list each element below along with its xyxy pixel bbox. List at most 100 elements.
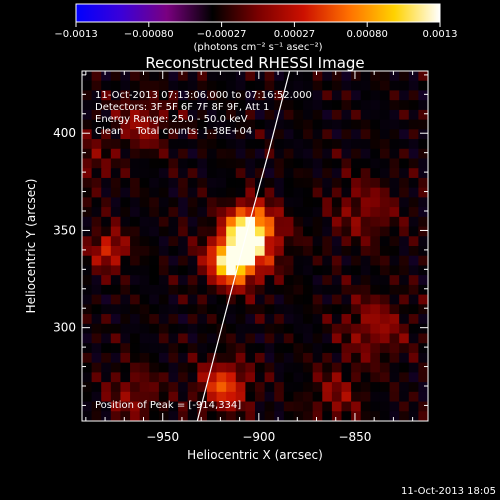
heatmap-cell	[331, 255, 343, 267]
heatmap-cell	[82, 129, 93, 140]
heatmap-cell	[341, 352, 352, 364]
heatmap-cell	[206, 255, 218, 267]
heatmap-cell	[149, 148, 160, 160]
heatmap-cell	[255, 304, 266, 315]
heatmap-cell	[399, 382, 410, 393]
heatmap-cell	[245, 129, 256, 140]
heatmap-cell	[197, 391, 208, 403]
heatmap-cell	[255, 109, 266, 121]
heatmap-cell	[370, 226, 381, 237]
heatmap-cell	[216, 168, 227, 179]
heatmap-cell	[389, 100, 400, 111]
heatmap-cell	[245, 333, 256, 344]
heatmap-cell	[245, 139, 256, 150]
heatmap-cell	[206, 158, 218, 169]
heatmap-cell	[158, 80, 170, 92]
heatmap-cell	[82, 158, 93, 169]
heatmap-cell	[216, 226, 227, 237]
heatmap-cell	[293, 255, 304, 267]
heatmap-cell	[206, 71, 218, 82]
heatmap-cell	[168, 129, 179, 140]
heatmap-cell	[82, 401, 93, 412]
heatmap-cell	[293, 411, 304, 421]
heatmap-cell	[168, 80, 179, 92]
heatmap-cell	[351, 139, 362, 150]
heatmap-cell	[418, 265, 428, 276]
heatmap-cell	[379, 255, 391, 267]
heatmap-cell	[226, 314, 237, 325]
heatmap-cell	[418, 177, 428, 189]
heatmap-cell	[312, 255, 323, 267]
heatmap-cell	[341, 284, 352, 296]
heatmap-cell	[216, 100, 227, 111]
heatmap-cell	[322, 246, 333, 257]
heatmap-cell	[312, 246, 323, 257]
heatmap-cell	[331, 168, 343, 179]
heatmap-cell	[389, 314, 400, 325]
heatmap-cell	[168, 284, 179, 296]
heatmap-cell	[168, 177, 179, 189]
heatmap-cell	[389, 80, 400, 92]
heatmap-cell	[158, 304, 170, 315]
heatmap-cell	[101, 158, 112, 169]
heatmap-cell	[206, 119, 218, 130]
heatmap-cell	[379, 129, 391, 140]
heatmap-cell	[303, 207, 314, 218]
heatmap-cell	[110, 294, 122, 305]
heatmap-cell	[91, 382, 102, 393]
heatmap-cell	[130, 294, 141, 305]
heatmap-cell	[274, 265, 285, 276]
heatmap-cell	[360, 207, 371, 218]
heatmap-cell	[149, 343, 160, 354]
heatmap-cell	[168, 216, 179, 228]
heatmap-cell	[283, 275, 295, 286]
heatmap-cell	[379, 80, 391, 92]
heatmap-cell	[206, 401, 218, 412]
heatmap-cell	[101, 129, 112, 140]
heatmap-cell	[149, 352, 160, 364]
heatmap-cell	[303, 294, 314, 305]
heatmap-cell	[110, 246, 122, 257]
heatmap-cell	[139, 236, 150, 247]
heatmap-cell	[139, 158, 150, 169]
heatmap-cell	[158, 255, 170, 267]
heatmap-cell	[312, 372, 323, 383]
heatmap-cell	[197, 255, 208, 267]
heatmap-cell	[283, 197, 295, 208]
heatmap-cell	[331, 71, 343, 82]
info-detectors: Detectors: 3F 5F 6F 7F 8F 9F, Att 1	[95, 102, 269, 113]
heatmap-cell	[399, 207, 410, 218]
heatmap-cell	[206, 382, 218, 393]
heatmap-cell	[130, 129, 141, 140]
heatmap-cell	[408, 265, 419, 276]
heatmap-cell	[101, 168, 112, 179]
heatmap-cell	[312, 314, 323, 325]
heatmap-cell	[168, 119, 179, 130]
heatmap-cell	[399, 100, 410, 111]
heatmap-cell	[187, 177, 198, 189]
heatmap-cell	[418, 401, 428, 412]
heatmap-cell	[293, 158, 304, 169]
heatmap-cell	[293, 139, 304, 150]
heatmap-cell	[351, 197, 362, 208]
heatmap-cell	[360, 382, 371, 393]
heatmap-cell	[283, 177, 295, 189]
heatmap-cell	[82, 352, 93, 364]
heatmap-cell	[187, 168, 198, 179]
heatmap-cell	[293, 382, 304, 393]
y-tick-label: 400	[53, 126, 76, 140]
x-tick-label: −850	[338, 430, 371, 444]
heatmap-cell	[178, 177, 189, 189]
heatmap-cell	[341, 187, 352, 198]
heatmap-cell	[168, 411, 179, 421]
heatmap-cell	[82, 333, 93, 344]
plot-frame	[81, 70, 429, 422]
heatmap-cell	[283, 119, 295, 130]
heatmap-cell	[293, 343, 304, 354]
heatmap-cell	[264, 207, 275, 218]
heatmap-cell	[331, 275, 343, 286]
heatmap-cell	[312, 80, 323, 92]
heatmap-cell	[110, 216, 122, 228]
heatmap-cell	[360, 158, 371, 169]
heatmap-cell	[379, 158, 391, 169]
